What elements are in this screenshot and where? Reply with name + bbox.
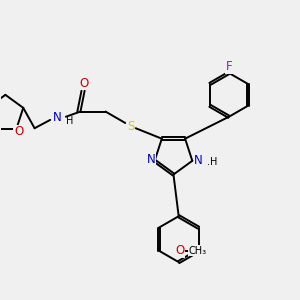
Text: CH₃: CH₃ bbox=[188, 246, 206, 256]
Text: O: O bbox=[175, 244, 184, 257]
Text: O: O bbox=[14, 125, 23, 138]
Text: N: N bbox=[53, 111, 62, 124]
Text: N: N bbox=[194, 154, 203, 167]
Text: F: F bbox=[226, 60, 232, 73]
Text: H: H bbox=[66, 116, 73, 126]
Text: O: O bbox=[79, 77, 88, 90]
Text: N: N bbox=[147, 153, 156, 166]
Text: .H: .H bbox=[207, 157, 217, 167]
Text: S: S bbox=[127, 120, 134, 133]
